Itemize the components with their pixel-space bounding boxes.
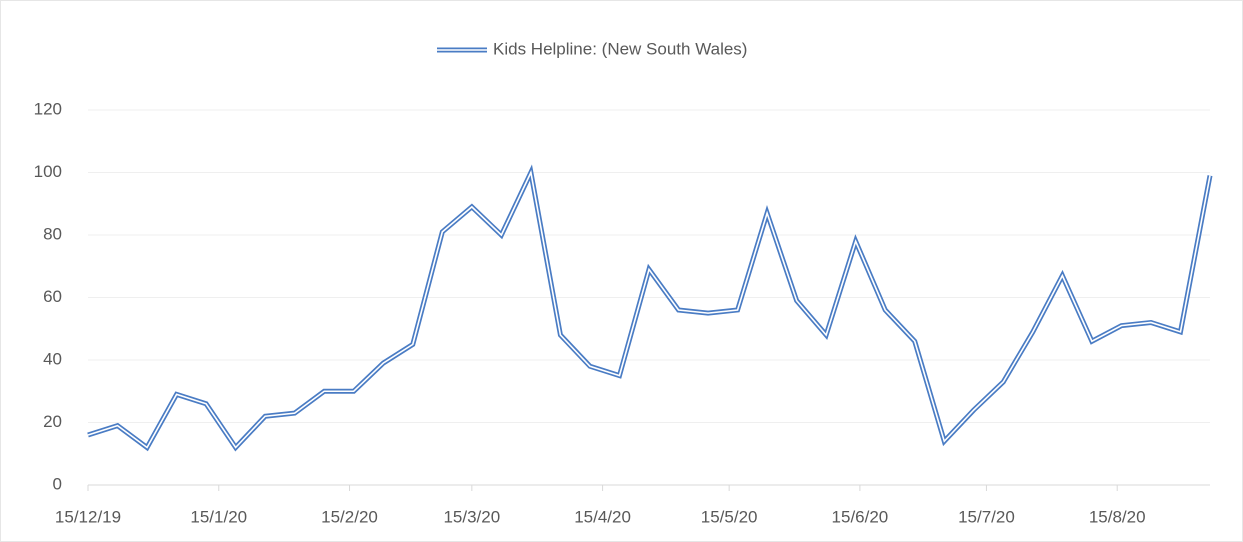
legend-label: Kids Helpline: (New South Wales) (493, 39, 747, 58)
x-tick-label: 15/3/20 (443, 507, 500, 526)
y-tick-label: 80 (43, 224, 62, 243)
y-tick-label: 40 (43, 349, 62, 368)
y-tick-label: 0 (53, 474, 62, 493)
y-tick-label: 20 (43, 412, 62, 431)
x-tick-label: 15/5/20 (701, 507, 758, 526)
y-tick-label: 120 (34, 99, 62, 118)
x-tick-label: 15/6/20 (832, 507, 889, 526)
x-tick-label: 15/4/20 (574, 507, 631, 526)
x-tick-label: 15/12/19 (55, 507, 121, 526)
y-tick-label: 100 (34, 162, 62, 181)
x-tick-label: 15/8/20 (1089, 507, 1146, 526)
series-line-inner (87, 169, 1211, 449)
x-tick-label: 15/1/20 (190, 507, 247, 526)
y-tick-label: 60 (43, 287, 62, 306)
x-tick-label: 15/2/20 (321, 507, 378, 526)
x-tick-label: 15/7/20 (958, 507, 1015, 526)
